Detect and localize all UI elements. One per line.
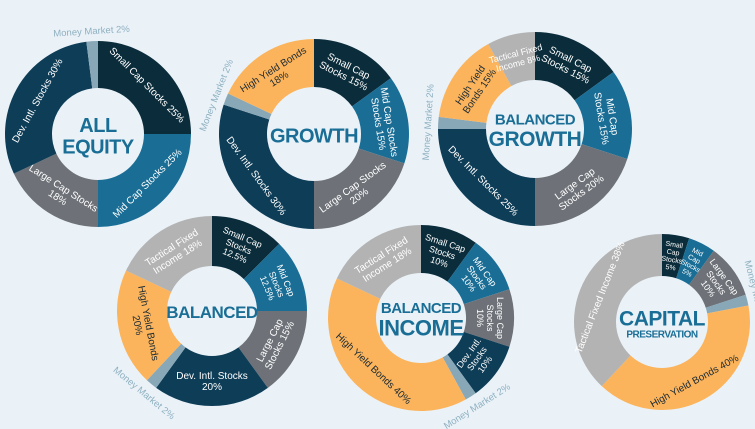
- slice-label-small-cap-stocks: Small CapStocks12.5%: [214, 225, 264, 268]
- slice-high-yield-bonds: [601, 305, 750, 410]
- slice-tactical-fixed-income: [126, 216, 212, 292]
- slice-label-line: Small: [665, 241, 684, 251]
- slice-small-cap-stocks: [535, 32, 614, 101]
- slice-label-dev-intl-stocks: Dev. Intl.Stocks10%: [455, 336, 500, 382]
- donut-chart-balanced-growth: Small CapStocks 15%Mid CapStocks 15%Larg…: [421, 32, 632, 226]
- chart-title: EQUITY: [62, 136, 135, 158]
- slice-large-cap-stocks: [238, 311, 307, 388]
- slice-small-cap-stocks: [98, 41, 191, 134]
- slice-mid-cap-stocks: [447, 242, 510, 305]
- slice-dev-intl-stocks: [219, 104, 314, 229]
- donut-chart-capital-preservation: SmallCapStocks5%MidCapStocks5% Large CapS…: [574, 234, 755, 410]
- chart-title: GROWTH: [270, 126, 358, 148]
- slice-label-line: Dev. Intl. Stocks: [176, 371, 248, 382]
- slice-money-market: [438, 116, 487, 129]
- slice-dev-intl-stocks: [156, 347, 268, 407]
- slice-label-line: Mid: [691, 247, 704, 258]
- slice-mid-cap-stocks: [352, 78, 410, 164]
- slice-label-dev-intl-stocks: Dev. Intl. Stocks 20%: [176, 371, 248, 393]
- slice-label-mid-cap-stocks: MidCapStocks5%: [676, 245, 709, 282]
- slice-large-cap-stocks: [13, 153, 99, 227]
- slice-label-line: 20%: [130, 314, 145, 336]
- slice-label-line: Large Cap: [495, 297, 505, 339]
- slice-mid-cap-stocks: [676, 238, 714, 285]
- donut-chart-growth: Small CapStocks 15%Mid Cap StocksStocks …: [198, 38, 410, 230]
- slice-label-line: 10%: [475, 309, 485, 327]
- slice-mid-cap-stocks: [243, 243, 307, 311]
- chart-title: BALANCED: [166, 303, 258, 322]
- slice-dev-intl-stocks: [447, 331, 510, 394]
- slice-small-cap-stocks: [212, 216, 280, 280]
- slice-money-market: [223, 93, 272, 120]
- slice-high-yield-bonds: [228, 38, 314, 114]
- chart-title: INCOME: [379, 316, 464, 341]
- slice-label-line: 20%: [202, 382, 222, 393]
- slice-label-small-cap-stocks: SmallCapStocks5%: [660, 240, 686, 273]
- slice-dev-intl-stocks: [438, 129, 535, 226]
- slice-small-cap-stocks: [662, 234, 690, 279]
- donut-chart-all-equity: Small Cap Stocks 25%Mid Cap Stocks 25%La…: [5, 24, 191, 227]
- slice-high-yield-bonds: [327, 278, 466, 411]
- donut-chart-balanced: Small CapStocks12.5%Mid CapStocks12.5%La…: [111, 216, 307, 423]
- slice-money-market: [86, 41, 98, 89]
- slice-tactical-fixed-income: [574, 234, 662, 387]
- slice-large-cap-stocks: [535, 144, 628, 226]
- slice-label-money-market: Money Market 2%: [53, 24, 131, 40]
- slice-money-market: [705, 294, 749, 314]
- slice-label-line: Cap: [666, 248, 680, 257]
- chart-title: CAPITAL: [619, 308, 706, 331]
- slice-large-cap-stocks: [314, 148, 405, 230]
- slice-money-market: [146, 343, 186, 388]
- slice-small-cap-stocks: [421, 225, 476, 282]
- slice-mid-cap-stocks: [98, 134, 191, 227]
- slice-label-line: Money Market 2%: [421, 83, 437, 161]
- slice-large-cap-stocks: [689, 250, 746, 308]
- slice-label-line: Money Market 2%: [53, 24, 131, 40]
- slice-money-market: [442, 354, 476, 400]
- slice-tactical-fixed-income: [336, 225, 421, 299]
- slice-large-cap-stocks: [463, 289, 514, 347]
- chart-title: GROWTH: [489, 128, 582, 151]
- slice-small-cap-stocks: [314, 39, 391, 107]
- slice-label-large-cap-stocks: Large CapStocks10%: [475, 297, 505, 339]
- slice-dev-intl-stocks: [5, 41, 93, 174]
- slice-high-yield-bonds: [438, 43, 512, 123]
- slice-label-money-market: Money Market 2%: [421, 83, 437, 161]
- chart-title: ALL: [79, 115, 117, 137]
- slice-tactical-fixed-income: [488, 32, 535, 87]
- slice-label-line: 5%: [681, 268, 693, 279]
- donut-chart-balanced-income: Small CapStocks10% Mid CapStocks10%Large …: [327, 225, 514, 429]
- chart-title: PRESERVATION: [626, 330, 698, 341]
- slice-label-line: Stocks: [661, 255, 683, 265]
- slice-label-line: Stocks: [485, 304, 495, 332]
- slice-mid-cap-stocks: [574, 71, 632, 159]
- slice-label-line: 5%: [665, 264, 676, 272]
- slice-high-yield-bonds: [116, 270, 182, 381]
- chart-title: BALANCED: [381, 300, 462, 317]
- chart-title: BALANCED: [495, 111, 576, 128]
